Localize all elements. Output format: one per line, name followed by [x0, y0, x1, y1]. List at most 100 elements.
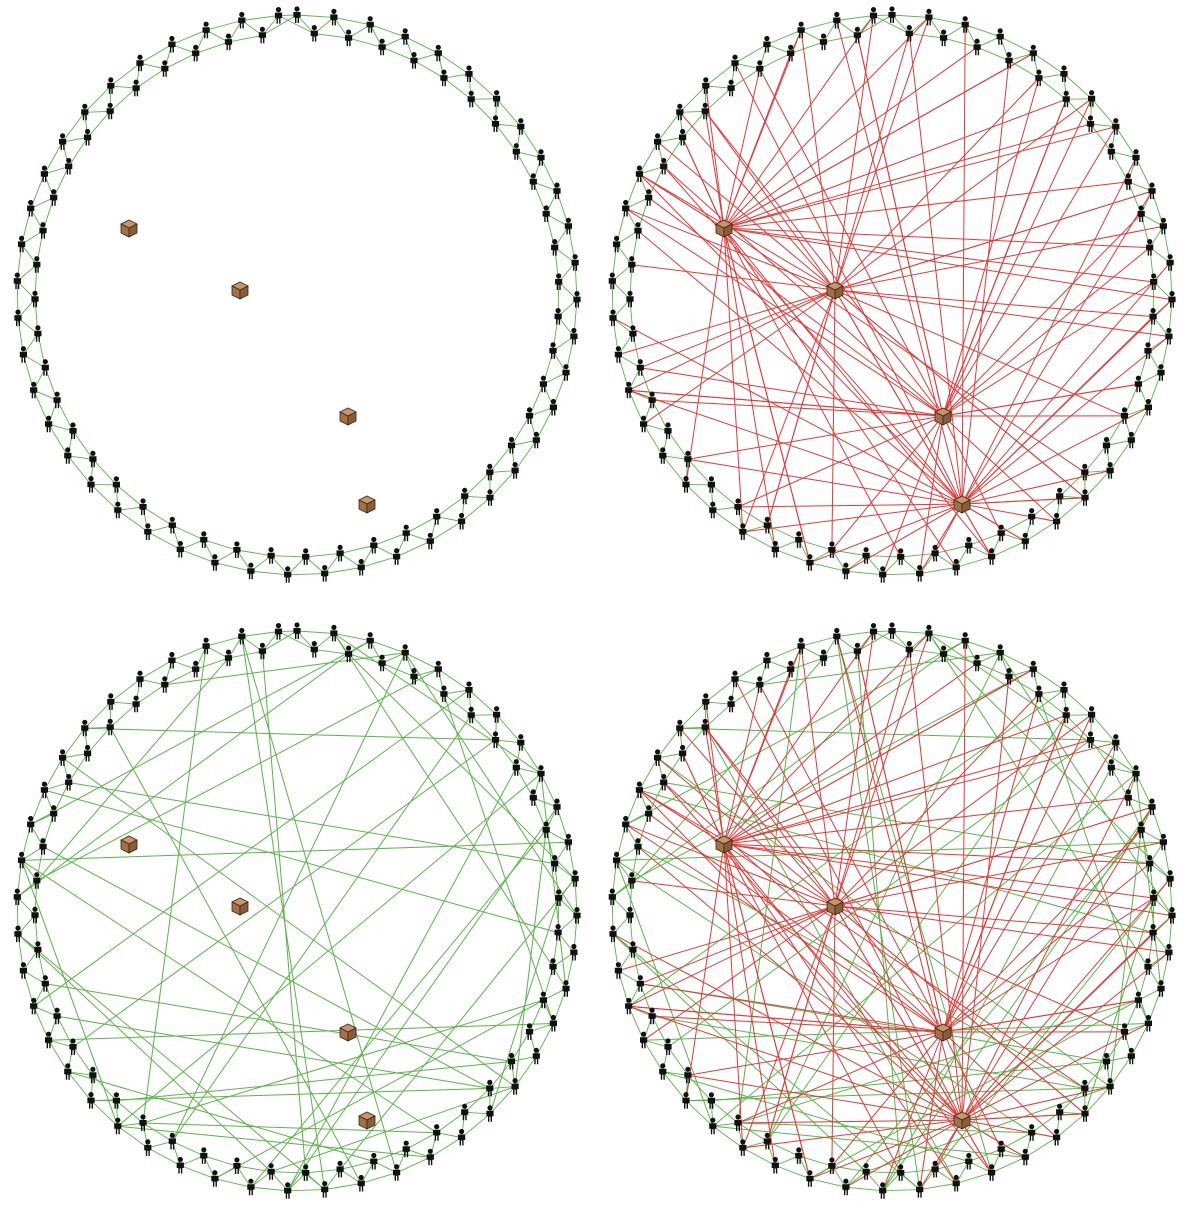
ring-edge	[1135, 773, 1153, 808]
ring-edge	[53, 782, 70, 814]
person-icon	[609, 925, 617, 943]
ring-edge	[682, 727, 706, 754]
shortcut-edge	[116, 1061, 512, 1102]
shortcut-edge	[404, 652, 578, 916]
person-icon	[45, 1031, 53, 1049]
ring-edge	[430, 521, 462, 542]
person-icon	[336, 1160, 344, 1178]
ring-edge	[405, 1132, 437, 1150]
ring-edge	[23, 949, 39, 971]
ring-edge	[180, 549, 216, 564]
ring-edge	[618, 354, 641, 369]
resource-edge	[961, 952, 1170, 1121]
person-icon	[806, 554, 814, 571]
resource-edge	[942, 897, 1154, 1033]
ring-edge	[139, 678, 165, 686]
shortcut-edge	[72, 739, 496, 1048]
person-icon	[1107, 143, 1115, 160]
person-icon	[176, 540, 184, 558]
person-icon	[640, 1031, 648, 1049]
resource-edge	[961, 157, 1137, 505]
resource-edge	[942, 999, 1139, 1033]
ring-edge	[540, 773, 558, 808]
person-icon	[905, 641, 913, 658]
person-icon	[1159, 217, 1167, 235]
ring-edge	[643, 1039, 664, 1073]
ring-edge	[16, 896, 36, 916]
person-icon	[465, 681, 473, 698]
ring-edge	[361, 556, 397, 568]
resource-edge	[961, 676, 1010, 1121]
ring-edge	[1033, 52, 1065, 75]
resource-edge	[628, 1005, 963, 1121]
person-icon	[654, 133, 662, 150]
person-icon	[734, 498, 742, 515]
person-icon	[370, 1152, 378, 1170]
person-icon	[1053, 512, 1061, 530]
ring-edge	[370, 24, 406, 38]
person-icon	[426, 532, 434, 550]
resource-edge	[657, 141, 836, 291]
person-icon	[553, 798, 561, 816]
person-icon	[654, 749, 662, 766]
ring-edge	[1140, 829, 1164, 843]
ring-edge	[1090, 739, 1112, 768]
ring-edge	[976, 36, 1001, 48]
person-icon	[1029, 44, 1037, 62]
ring-edge	[514, 1056, 537, 1087]
resource-edge	[831, 1031, 944, 1167]
person-icon	[1060, 65, 1068, 82]
ring-edge	[1008, 668, 1034, 678]
ring-edge	[742, 1140, 768, 1149]
person-icon	[84, 128, 92, 146]
resource-edge	[845, 503, 963, 572]
ring-edge	[305, 552, 341, 558]
shortcut-edge	[142, 646, 207, 1124]
resource-edge	[723, 633, 930, 845]
resource-edge	[704, 111, 725, 229]
resource-edge	[723, 227, 1154, 283]
ring-edge	[33, 389, 58, 401]
person-icon	[224, 33, 233, 51]
shortcut-edge	[30, 640, 371, 825]
ring-edge	[734, 44, 768, 64]
person-icon	[1120, 407, 1129, 424]
person-icon	[525, 407, 534, 424]
person-icon	[756, 60, 764, 77]
person-icon	[31, 906, 39, 924]
ring-edge	[195, 41, 229, 54]
box-icon	[120, 219, 138, 238]
ring-edge	[1065, 714, 1091, 741]
ring-edge	[236, 549, 252, 572]
ring-edge	[1059, 472, 1086, 497]
resource-edge	[704, 727, 725, 845]
resource-edge	[682, 753, 725, 845]
ring-edge	[618, 333, 634, 355]
ring-edge	[943, 24, 966, 39]
person-icon	[202, 21, 210, 39]
ring-edge	[241, 631, 279, 637]
resource-edge	[834, 841, 1164, 907]
person-icon	[1112, 734, 1120, 751]
ring-edge	[236, 549, 272, 557]
ring-edge	[651, 399, 669, 432]
ring-edge	[662, 455, 688, 460]
person-icon	[1088, 90, 1096, 107]
person-icon	[682, 476, 690, 493]
ring-edge	[1130, 407, 1149, 441]
person-icon	[1107, 759, 1115, 776]
person-icon	[771, 1156, 779, 1174]
resource-edge	[942, 1031, 1057, 1138]
ring-edge	[116, 484, 144, 508]
ring-edge	[67, 455, 93, 460]
person-icon	[635, 165, 643, 183]
ring-edge	[396, 1156, 431, 1174]
shortcut-edge	[882, 806, 1153, 1192]
ring-edge	[514, 440, 537, 471]
resource-edge	[834, 190, 1153, 291]
ring-edge	[809, 1178, 847, 1188]
ring-edge	[1059, 1088, 1086, 1113]
person-icon	[402, 524, 410, 542]
person-icon	[869, 7, 878, 24]
shortcut-edge	[928, 632, 1137, 775]
